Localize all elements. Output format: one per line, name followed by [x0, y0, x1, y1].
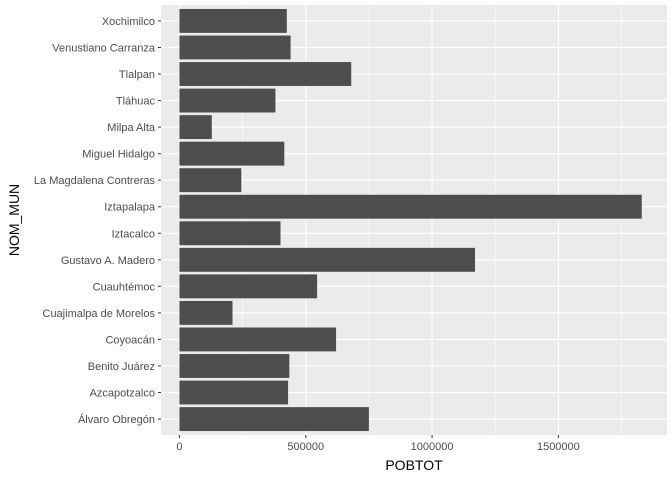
bar — [179, 168, 242, 193]
bar — [179, 221, 281, 246]
y-tick-label: Tláhuac — [116, 96, 156, 108]
x-tick-label: 1000000 — [411, 441, 454, 453]
y-axis: Álvaro Obregón Azcapotzalco Benito Juárez C… — [34, 16, 161, 426]
y-tick-label: Benito Juárez — [88, 361, 155, 373]
y-tick-label: Azcapotzalco — [90, 388, 155, 400]
bar — [179, 115, 212, 140]
y-tick-label: Tlalpan — [119, 69, 155, 81]
bar — [179, 62, 352, 86]
bar — [179, 88, 276, 113]
y-tick-label: Gustavo A. Madero — [61, 255, 155, 267]
x-axis: 0 500000 1000000 1500000 — [176, 435, 580, 453]
x-tick-label: 1500000 — [537, 441, 580, 453]
y-tick-label: Milpa Alta — [107, 122, 156, 134]
y-tick-label: Cuajimalpa de Morelos — [43, 308, 156, 320]
bars — [179, 8, 642, 432]
y-tick-label: Cuauhtémoc — [93, 281, 156, 293]
y-tick-label: Iztacalco — [112, 228, 155, 240]
x-axis-title: POBTOT — [385, 457, 443, 473]
bar — [179, 407, 369, 432]
bar — [179, 327, 337, 352]
y-tick-label: La Magdalena Contreras — [34, 175, 156, 187]
bar — [179, 141, 285, 166]
bar — [179, 194, 642, 219]
bar — [179, 354, 290, 378]
y-tick-label: Miguel Hidalgo — [82, 149, 155, 161]
bar — [179, 274, 318, 299]
y-tick-label: Coyoacán — [105, 334, 155, 346]
y-tick-label: Iztapalapa — [104, 202, 156, 214]
y-axis-title: NOM_MUN — [6, 184, 22, 256]
bar — [179, 8, 287, 33]
bar — [179, 35, 291, 60]
y-tick-label: Venustiano Carranza — [52, 42, 156, 54]
y-tick-label: Xochimilco — [102, 16, 155, 28]
bar — [179, 247, 476, 272]
y-tick-label: Álvaro Obregón — [78, 413, 155, 426]
x-tick-label: 0 — [176, 441, 182, 453]
x-tick-label: 500000 — [287, 441, 324, 453]
bar — [179, 300, 233, 325]
bar — [179, 380, 289, 405]
